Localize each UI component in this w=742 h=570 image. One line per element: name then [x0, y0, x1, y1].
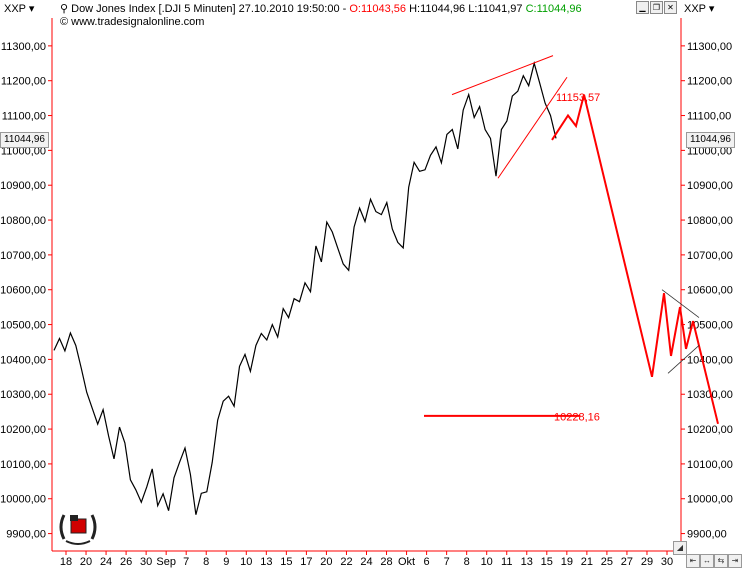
chart-title-text: Dow Jones Index [.DJI 5 Minuten] 27.10.2…: [71, 3, 350, 15]
x-tick-label: 24: [360, 556, 372, 568]
x-tick-label: 9: [223, 556, 229, 568]
y-tick-label-left: 11100,00: [2, 111, 46, 123]
y-tick-label-right: 10800,00: [687, 215, 733, 227]
pin-icon: ⚲: [60, 3, 69, 15]
x-tick-label: 30: [661, 556, 673, 568]
y-tick-label-right: 10700,00: [687, 250, 733, 262]
x-tick-label: 30: [140, 556, 152, 568]
x-tick-label: 29: [641, 556, 653, 568]
y-tick-label-right: 10300,00: [687, 389, 733, 401]
laurel-logo-icon: [59, 514, 97, 545]
x-tick-label: 8: [464, 556, 470, 568]
scroll-right-button[interactable]: ⇥: [728, 554, 742, 568]
x-tick-label: 20: [80, 556, 92, 568]
resize-grip-icon[interactable]: ◢: [673, 541, 687, 555]
y-tick-label-left: 10600,00: [0, 285, 46, 297]
y-tick-label-left: 10400,00: [0, 354, 46, 366]
y-tick-label-right: 11000,00: [687, 145, 732, 157]
x-tick-label: 22: [340, 556, 352, 568]
symbol-selector-left[interactable]: XXP ▾: [4, 3, 35, 15]
y-tick-label-left: 10500,00: [0, 320, 46, 332]
annotation-label-high: 11153,57: [556, 92, 600, 104]
y-tick-label-left: 10800,00: [0, 215, 46, 227]
symbol-selector-right[interactable]: XXP ▾: [684, 3, 715, 15]
y-tick-label-right: 11200,00: [687, 76, 732, 88]
x-tick-label: 20: [320, 556, 332, 568]
projection-path: [551, 94, 719, 425]
y-tick-label-right: 10600,00: [687, 285, 733, 297]
low-value: L:11041,97: [468, 3, 523, 15]
wedge-lower-line: [497, 76, 568, 179]
x-tick-label: 10: [240, 556, 252, 568]
x-tick-label: 6: [424, 556, 430, 568]
y-tick-label-left: 11300,00: [1, 41, 46, 53]
y-tick-label-left: 10200,00: [0, 424, 46, 436]
x-tick-label: 15: [280, 556, 292, 568]
y-tick-label-right: 10200,00: [687, 424, 733, 436]
x-tick-label: 7: [444, 556, 450, 568]
y-tick-label-left: 10300,00: [0, 389, 46, 401]
x-tick-label: 27: [621, 556, 633, 568]
zoom-out-button[interactable]: ↔: [700, 554, 714, 568]
x-tick-label: 28: [380, 556, 392, 568]
chart-title: ⚲ Dow Jones Index [.DJI 5 Minuten] 27.10…: [60, 2, 582, 15]
triangle-lower-line: [667, 345, 700, 374]
y-tick-label-left: 10900,00: [0, 180, 46, 192]
y-tick-label-right: 10000,00: [687, 494, 733, 506]
y-tick-label-left: 11000,00: [1, 145, 46, 157]
price-line: [53, 60, 557, 515]
restore-button[interactable]: ❐: [650, 1, 663, 14]
x-tick-label: 10: [481, 556, 493, 568]
y-tick-label-right: 11300,00: [687, 41, 732, 53]
y-tick-label-left: 10000,00: [0, 494, 46, 506]
x-tick-label: 18: [60, 556, 72, 568]
y-tick-label-right: 10400,00: [687, 354, 733, 366]
symbol-left-label: XXP: [4, 3, 26, 15]
symbol-right-label: XXP: [684, 3, 706, 15]
x-tick-label: Okt: [398, 556, 415, 568]
y-tick-label-left: 9900,00: [6, 529, 46, 541]
x-tick-label: 13: [260, 556, 272, 568]
website-label: © www.tradesignalonline.com: [60, 16, 205, 28]
scroll-left-button[interactable]: ⇤: [686, 554, 700, 568]
x-tick-label: 19: [561, 556, 573, 568]
y-tick-label-right: 10500,00: [687, 320, 733, 332]
y-tick-label-left: 11200,00: [1, 76, 46, 88]
high-value: H:11044,96: [409, 3, 466, 15]
x-tick-label: 24: [100, 556, 112, 568]
x-tick-label: 15: [541, 556, 553, 568]
y-tick-label-right: 11100,00: [687, 111, 731, 123]
y-tick-label-right: 10900,00: [687, 180, 733, 192]
y-tick-label-right: 10100,00: [687, 459, 733, 471]
zoom-in-button[interactable]: ⇆: [714, 554, 728, 568]
wedge-upper-line: [451, 55, 554, 96]
annotation-label-target: 10228,16: [554, 411, 600, 423]
x-tick-label: 8: [203, 556, 209, 568]
y-tick-label-left: 10100,00: [0, 459, 46, 471]
x-tick-label: 13: [521, 556, 533, 568]
triangle-upper-line: [661, 289, 700, 318]
x-tick-label: 25: [601, 556, 613, 568]
x-tick-label: 7: [183, 556, 189, 568]
x-tick-label: 17: [300, 556, 312, 568]
x-tick-label: 26: [120, 556, 132, 568]
close-button[interactable]: ✕: [664, 1, 677, 14]
minimize-button[interactable]: ▁: [636, 1, 649, 14]
x-tick-label: 21: [581, 556, 593, 568]
x-tick-label: 11: [501, 556, 512, 568]
current-price-right: 11044,96: [686, 132, 735, 148]
y-tick-label-left: 10700,00: [0, 250, 46, 262]
open-value: O:11043,56: [349, 3, 407, 15]
close-value: C:11044,96: [525, 3, 582, 15]
x-tick-label: Sep: [156, 556, 176, 568]
y-tick-label-right: 9900,00: [687, 529, 727, 541]
current-price-left: 11044,96: [0, 132, 49, 148]
